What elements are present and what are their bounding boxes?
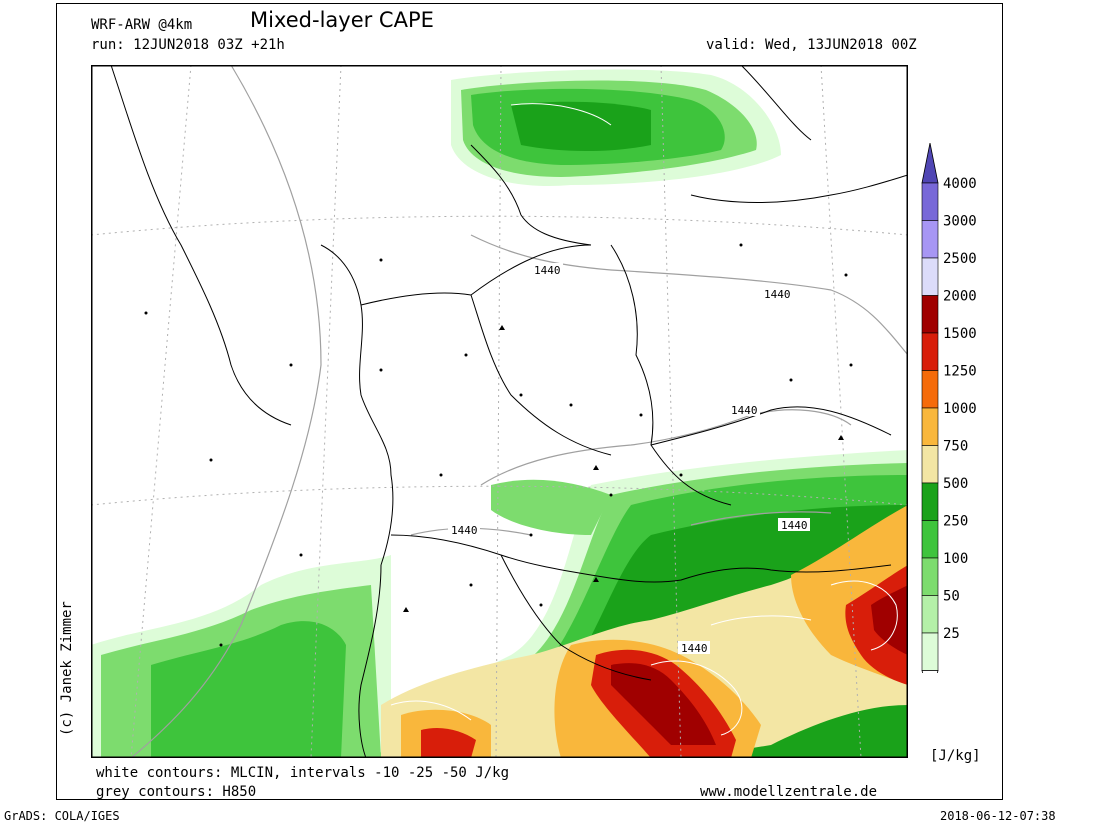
grads-credit: GrADS: COLA/IGES [4,809,120,823]
h850-label-3: 1440 [731,404,758,417]
legend-top-triangle [921,143,939,184]
h850-labels: 1440 1440 1440 1440 1440 1440 [448,263,810,655]
run-label: run: 12JUN2018 03Z +21h [91,37,285,53]
h850-label-4: 1440 [781,519,808,532]
copyright-label: (c) Janek Zimmer [59,601,75,736]
timestamp: 2018-06-12-07:38 [940,809,1056,823]
cape-map: 1440 1440 1440 1440 1440 1440 [91,65,908,758]
h850-label-6: 1440 [681,642,708,655]
h850-label-2: 1440 [764,288,791,301]
legend-swatch-25 [921,632,939,671]
map-border [91,65,908,758]
h850-label-1: 1440 [534,264,561,277]
cape-shading-2000 [611,585,908,745]
h850-label-5: 1440 [451,524,478,537]
legend-label-750: 750 [943,439,968,455]
legend-swatch-100 [921,557,939,596]
valid-label: valid: Wed, 13JUN2018 00Z [706,37,917,53]
legend-label-1000: 1000 [943,401,977,417]
legend-swatch-2500 [921,257,939,296]
legend-label-4000: 4000 [943,176,977,192]
white-contour-note: white contours: MLCIN, intervals -10 -25… [96,765,510,781]
cape-shading-750 [381,505,908,758]
legend-label-3000: 3000 [943,214,977,230]
legend-swatch-750 [921,445,939,484]
model-label: WRF-ARW @4km [91,17,193,33]
legend-label-1500: 1500 [943,326,977,342]
legend-label-250: 250 [943,514,968,530]
legend-label-2000: 2000 [943,289,977,305]
legend-swatch-1000 [921,407,939,446]
grey-contour-note: grey contours: H850 [96,784,257,800]
legend-label-50: 50 [943,589,960,605]
legend-bottom-triangle [921,670,939,673]
figure-frame [56,3,1003,800]
color-legend: 4000 3000 2500 2000 1500 1250 1000 750 500 250 100… [921,143,977,673]
legend-swatch-2000 [921,295,939,334]
legend-label-25: 25 [943,626,960,642]
legend-swatch-250 [921,520,939,559]
country-borders [110,65,908,758]
legend-swatch-1250 [921,370,939,409]
city-markers [144,243,853,647]
legend-swatch-3000 [921,220,939,259]
legend-swatch-50 [921,595,939,634]
legend-unit: [J/kg] [930,748,981,764]
legend-label-2500: 2500 [943,251,977,267]
legend-label-1250: 1250 [943,364,977,380]
legend-label-500: 500 [943,476,968,492]
mlcin-contours [390,103,898,736]
legend-label-100: 100 [943,551,968,567]
legend-swatch-500 [921,482,939,521]
legend-swatch-4000 [921,182,939,221]
legend-swatch-1500 [921,332,939,371]
lat-lon-grid [91,65,908,758]
chart-title: Mixed-layer CAPE [250,8,434,32]
website-label: www.modellzentrale.de [700,784,878,800]
